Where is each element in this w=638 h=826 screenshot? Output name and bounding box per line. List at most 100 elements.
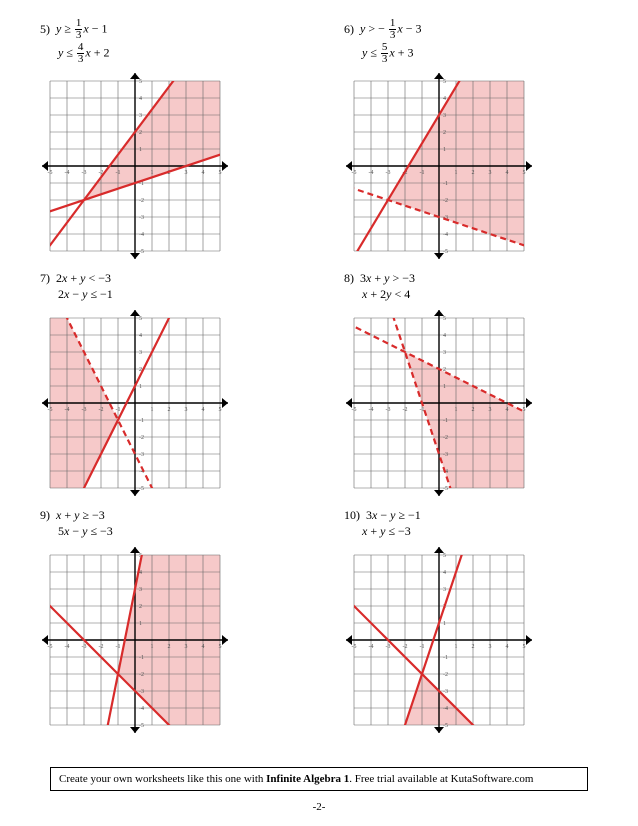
- svg-text:4: 4: [202, 170, 205, 176]
- svg-text:4: 4: [506, 170, 509, 176]
- svg-text:4: 4: [202, 644, 205, 650]
- equation: x + y ≤ −3: [362, 524, 598, 539]
- worksheet-page: 5)y ≥ 13x − 1y ≤ 43x + 2 -5-5-4-4-3-3-2-…: [0, 0, 638, 813]
- svg-text:-3: -3: [82, 407, 87, 413]
- svg-text:-5: -5: [352, 644, 357, 650]
- svg-text:1: 1: [139, 147, 142, 153]
- svg-text:4: 4: [443, 96, 446, 102]
- svg-text:5: 5: [443, 79, 446, 85]
- svg-text:-3: -3: [82, 644, 87, 650]
- svg-text:-3: -3: [443, 689, 448, 695]
- svg-text:4: 4: [139, 96, 142, 102]
- svg-text:-5: -5: [443, 249, 448, 255]
- graph-container: -5-5-4-4-3-3-2-2-1-11122334455: [40, 545, 294, 735]
- svg-text:5: 5: [443, 316, 446, 322]
- svg-text:-3: -3: [139, 215, 144, 221]
- svg-text:4: 4: [506, 407, 509, 413]
- graph-container: -5-5-4-4-3-3-2-2-1-11122334455: [40, 71, 294, 261]
- equation: 5x − y ≤ −3: [58, 524, 294, 539]
- svg-text:1: 1: [443, 621, 446, 627]
- svg-text:-4: -4: [65, 407, 70, 413]
- svg-text:-1: -1: [420, 170, 425, 176]
- graph: -5-5-4-4-3-3-2-2-1-11122334455: [40, 71, 230, 261]
- svg-text:-1: -1: [443, 418, 448, 424]
- svg-text:-2: -2: [139, 672, 144, 678]
- svg-text:5: 5: [219, 644, 222, 650]
- svg-text:-3: -3: [82, 170, 87, 176]
- svg-text:-4: -4: [65, 644, 70, 650]
- svg-text:3: 3: [489, 644, 492, 650]
- equation: 7)2x + y < −3: [40, 271, 294, 286]
- graph-container: -5-5-4-4-3-3-2-2-1-11122334455: [344, 308, 598, 498]
- svg-text:-2: -2: [443, 435, 448, 441]
- problem: 10)3x − y ≥ −1x + y ≤ −3 -5 -5 -4 -4 -3 -3 -2 -…: [344, 508, 598, 739]
- svg-text:-3: -3: [139, 689, 144, 695]
- svg-text:3: 3: [443, 587, 446, 593]
- equation: 6)y > − 13x − 3: [344, 18, 598, 41]
- svg-text:3: 3: [443, 113, 446, 119]
- svg-text:-5: -5: [352, 170, 357, 176]
- svg-text:5: 5: [523, 407, 526, 413]
- svg-text:-2: -2: [99, 407, 104, 413]
- problems-grid: 5)y ≥ 13x − 1y ≤ 43x + 2 -5-5-4-4-3-3-2-…: [40, 18, 598, 739]
- graph: -5-5-4-4-3-3-2-2-1-11122334455: [344, 308, 534, 498]
- svg-text:4: 4: [443, 333, 446, 339]
- svg-text:1: 1: [151, 407, 154, 413]
- graph: -5-5-4-4-3-3-2-2-1-11122334455: [40, 308, 230, 498]
- svg-text:-1: -1: [420, 644, 425, 650]
- svg-text:4: 4: [506, 644, 509, 650]
- problem-number: 9): [40, 508, 50, 523]
- equation: y ≤ 43x + 2: [58, 42, 294, 65]
- svg-text:2: 2: [168, 407, 171, 413]
- page-number: -2-: [40, 801, 598, 813]
- svg-text:-5: -5: [443, 723, 448, 729]
- svg-text:1: 1: [455, 407, 458, 413]
- svg-text:-2: -2: [443, 672, 448, 678]
- svg-text:-2: -2: [443, 198, 448, 204]
- svg-text:-4: -4: [369, 407, 374, 413]
- svg-text:-5: -5: [139, 249, 144, 255]
- svg-text:-3: -3: [443, 452, 448, 458]
- svg-text:2: 2: [139, 130, 142, 136]
- graph: -5-5-4-4-3-3-2-2-1-11122334455: [40, 545, 230, 735]
- svg-text:-5: -5: [352, 407, 357, 413]
- svg-text:3: 3: [489, 170, 492, 176]
- svg-text:-2: -2: [139, 435, 144, 441]
- svg-text:-1: -1: [116, 644, 121, 650]
- svg-text:-1: -1: [420, 407, 425, 413]
- problem: 8)3x + y > −3x + 2y < 4 -5-5-4-4-3-3-2-2…: [344, 271, 598, 502]
- graph-container: -5-5-4-4-3-3-2-2-1-11122334455: [344, 545, 598, 735]
- svg-text:5: 5: [523, 644, 526, 650]
- graph: -5-5-4-4-3-3-2-2-1-11122334455: [344, 71, 534, 261]
- equation: 2x − y ≤ −1: [58, 287, 294, 302]
- equation: x + 2y < 4: [362, 287, 598, 302]
- svg-text:-4: -4: [369, 644, 374, 650]
- svg-text:5: 5: [219, 407, 222, 413]
- footer-text: Create your own worksheets like this one…: [59, 773, 266, 785]
- svg-text:3: 3: [185, 407, 188, 413]
- svg-text:2: 2: [472, 644, 475, 650]
- svg-text:1: 1: [151, 644, 154, 650]
- problem: 7)2x + y < −32x − y ≤ −1 -5-5-4-4-3-3-2-…: [40, 271, 294, 502]
- svg-text:-1: -1: [116, 407, 121, 413]
- svg-text:-3: -3: [386, 644, 391, 650]
- problem: 6)y > − 13x − 3y ≤ 53x + 3 -5-5-4-4-3-3-…: [344, 18, 598, 265]
- svg-text:-4: -4: [369, 170, 374, 176]
- svg-text:4: 4: [202, 407, 205, 413]
- problem-number: 7): [40, 271, 50, 286]
- svg-text:3: 3: [443, 350, 446, 356]
- svg-text:-5: -5: [48, 170, 53, 176]
- svg-text:1: 1: [151, 170, 154, 176]
- problem: 9)x + y ≥ −35x − y ≤ −3 -5-5-4-4-3-3-2-2…: [40, 508, 294, 739]
- footer-text-after: . Free trial available at KutaSoftware.c…: [349, 773, 533, 785]
- svg-text:-5: -5: [139, 723, 144, 729]
- problem-number: 8): [344, 271, 354, 286]
- svg-text:-4: -4: [139, 232, 144, 238]
- svg-text:-5: -5: [443, 486, 448, 492]
- svg-text:2: 2: [139, 604, 142, 610]
- svg-text:-4: -4: [443, 706, 448, 712]
- svg-text:1: 1: [139, 384, 142, 390]
- equation: 9)x + y ≥ −3: [40, 508, 294, 523]
- equation: 10)3x − y ≥ −1: [344, 508, 598, 523]
- svg-text:2: 2: [472, 407, 475, 413]
